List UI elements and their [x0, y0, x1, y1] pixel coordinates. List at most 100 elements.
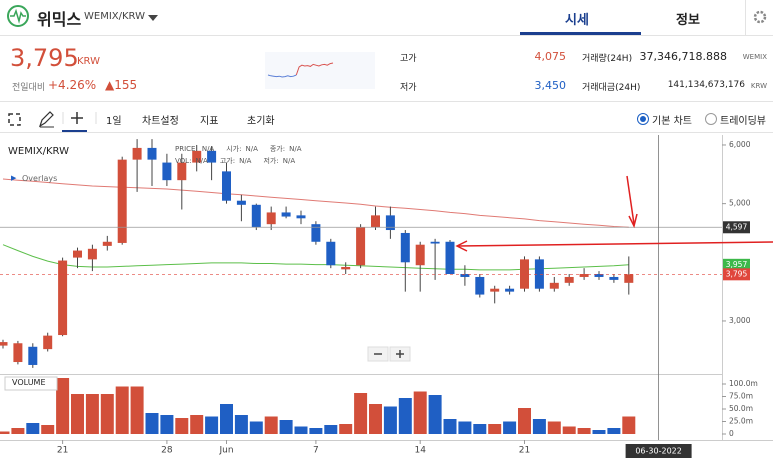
candle-body — [296, 215, 306, 219]
stat-unit: KRW — [750, 82, 767, 90]
price-tag — [723, 268, 750, 281]
info-value: N/A — [201, 145, 215, 153]
change-abs: ▲155 — [105, 78, 138, 92]
volume-bar — [369, 404, 382, 434]
volume-bar — [279, 420, 293, 434]
candle-body — [87, 248, 97, 260]
x-tick-label: 21 — [57, 446, 68, 456]
volume-bar — [0, 431, 10, 434]
x-tick-label: 7 — [313, 446, 319, 456]
volume-bar — [145, 413, 159, 434]
x-tick-label: Jun — [218, 446, 233, 456]
candle-body — [549, 282, 559, 289]
menu[interactable]: 차트설정 — [142, 116, 179, 127]
x-tick-label: 14 — [414, 446, 426, 456]
info-key: 종가: — [269, 145, 286, 153]
candle-body — [356, 227, 366, 266]
volume-bar — [294, 426, 308, 434]
candle-body — [326, 241, 336, 266]
candle-body — [490, 288, 500, 292]
info: PRICE: N/A 시가: N/A 종가: N/A VOL: N/A 고가: N/A 저가: N/A — [175, 143, 314, 167]
volume-bar — [488, 424, 502, 434]
candle-body — [609, 276, 619, 280]
candle-body — [475, 276, 485, 295]
candle-body — [177, 162, 187, 181]
menu[interactable]: 초기화 — [247, 116, 275, 127]
tab[interactable]: 정보 — [676, 13, 700, 28]
volume-bar — [354, 393, 368, 434]
candle-body — [192, 150, 202, 163]
candle-body — [341, 266, 351, 270]
radio-label[interactable]: 기본 차트 — [652, 116, 692, 127]
volume-label: VOLUME — [12, 378, 46, 387]
volume-bar — [473, 424, 487, 434]
volume-bar — [11, 428, 25, 434]
candle-body — [28, 346, 38, 365]
candle-body — [0, 342, 8, 346]
price-tag — [723, 258, 750, 271]
overlays: Overlays — [22, 174, 58, 183]
overlays-arrow[interactable]: ▶ — [11, 174, 17, 182]
radio-label[interactable]: 트레이딩뷰 — [720, 116, 766, 127]
volume-bar — [71, 394, 84, 434]
candle-body — [594, 274, 604, 277]
volume-bar — [130, 386, 144, 434]
volume-bar — [518, 408, 531, 434]
candle-body — [415, 244, 425, 266]
price-tag-label: 3,957 — [726, 260, 748, 269]
volume-bar — [85, 394, 99, 434]
sparkline — [295, 62, 334, 76]
candle-body — [534, 259, 544, 289]
volume-bar — [26, 423, 40, 434]
menu[interactable]: 지표 — [200, 116, 219, 127]
sparkline — [267, 74, 297, 78]
candle-body — [311, 224, 321, 242]
volume-bar — [205, 416, 219, 434]
y-tick-label: 3,000 — [729, 316, 751, 325]
stat-value: 141,134,673,176 — [667, 80, 745, 90]
volume-bar — [309, 428, 323, 434]
tab[interactable]: 시세 — [565, 13, 589, 28]
interval[interactable]: 1일 — [106, 116, 122, 127]
volume-bar — [220, 404, 233, 434]
volume-bar — [547, 421, 561, 434]
candle-body — [251, 204, 261, 228]
volume-bar — [339, 424, 353, 434]
volume-bar — [562, 426, 576, 434]
price-unit: KRW — [77, 56, 100, 67]
candle-body — [102, 241, 112, 246]
volume-bar — [175, 418, 189, 434]
change-pct: +4.26% — [48, 78, 97, 92]
volume-bar — [115, 386, 129, 434]
volume-bar — [532, 419, 546, 434]
chart-title: WEMIX/KRW — [8, 146, 69, 157]
volume-bar — [458, 421, 472, 434]
volume-bar — [607, 428, 621, 434]
volume-bar — [592, 430, 606, 434]
coin-name: 위믹스 — [37, 10, 82, 29]
stat-value: 37,346,718.888 — [639, 50, 727, 63]
candle-body — [207, 150, 217, 163]
stat-unit: WEMIX — [742, 53, 767, 61]
volume-bar — [100, 394, 114, 434]
candle-body — [222, 171, 231, 201]
candle-body — [564, 276, 574, 283]
candle-body — [147, 147, 157, 160]
crosshair-date-tag — [625, 444, 692, 458]
volume-bar — [577, 428, 591, 434]
candle-body — [579, 274, 589, 277]
volume-bar — [413, 391, 427, 434]
volume-bar — [160, 415, 174, 434]
stat-label: 고가 — [400, 54, 417, 64]
x-tick-label: 21 — [519, 446, 530, 456]
stat-label: 거래량(24H) — [582, 54, 633, 64]
candle-body — [266, 212, 276, 225]
volume-bar — [503, 421, 517, 434]
stat-label: 저가 — [400, 83, 417, 93]
volume-tick-label: 75.0m — [729, 392, 753, 401]
info-key: VOL: — [175, 157, 192, 165]
y-tick-label: 6,000 — [729, 140, 751, 149]
candle-body — [385, 215, 395, 231]
candle-body — [430, 241, 440, 244]
